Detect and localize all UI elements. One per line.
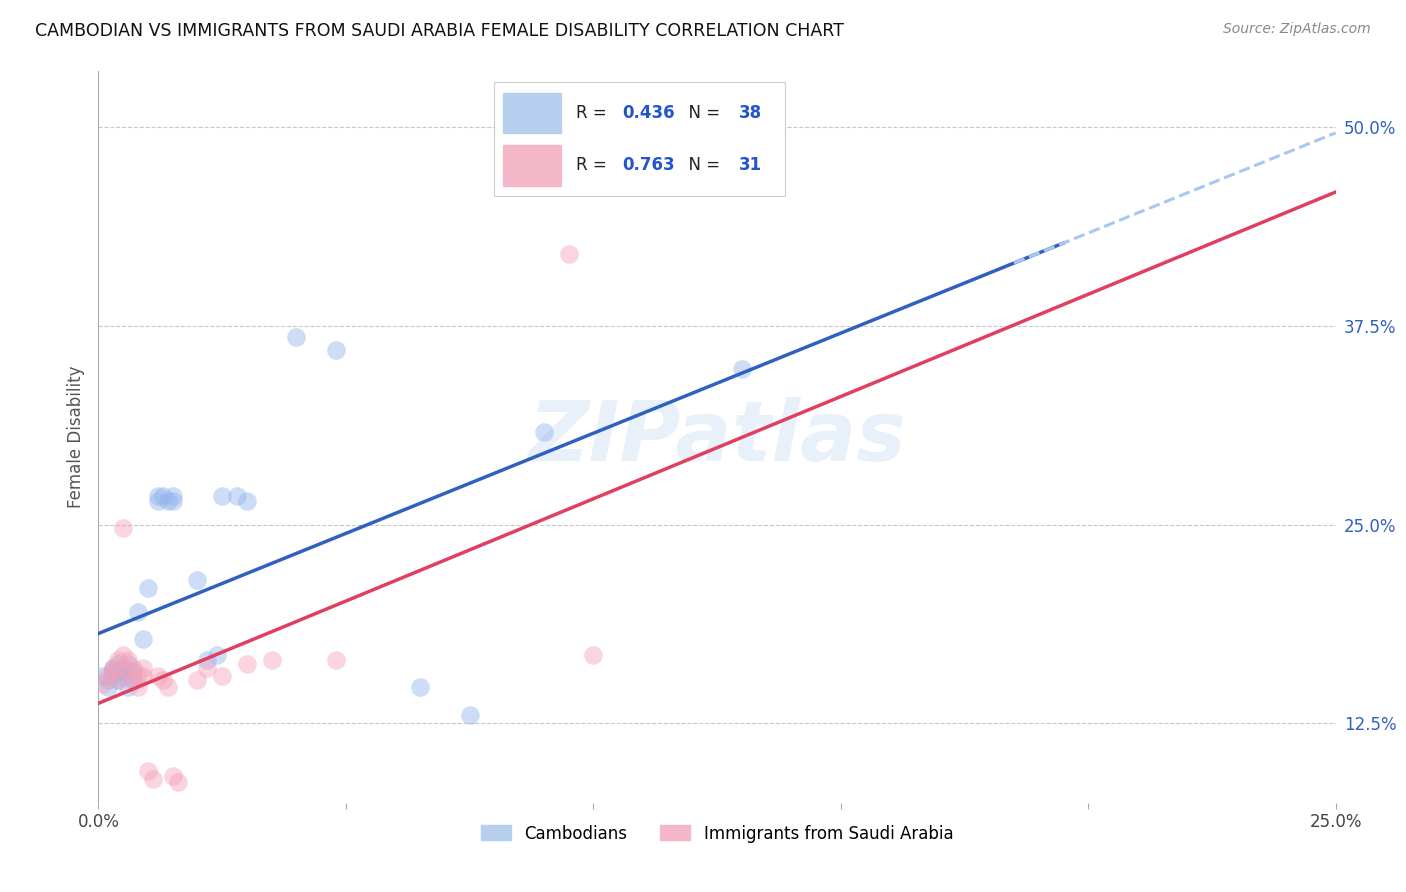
Point <box>117 653 139 667</box>
Point <box>112 664 135 678</box>
Text: Source: ZipAtlas.com: Source: ZipAtlas.com <box>1223 22 1371 37</box>
Point <box>557 247 579 261</box>
Point <box>156 493 179 508</box>
Point <box>162 769 184 783</box>
Point <box>146 493 169 508</box>
Point <box>122 660 145 674</box>
Point <box>97 680 120 694</box>
Text: ZIPatlas: ZIPatlas <box>529 397 905 477</box>
Point <box>122 664 145 678</box>
Point <box>146 489 169 503</box>
Point <box>112 668 135 682</box>
Point <box>112 648 135 662</box>
Point <box>107 664 129 678</box>
Point <box>93 668 115 682</box>
Point <box>162 489 184 503</box>
Point <box>97 673 120 688</box>
Point <box>195 660 218 674</box>
Point <box>211 668 233 682</box>
Point <box>103 668 125 682</box>
Point <box>103 664 125 678</box>
Y-axis label: Female Disability: Female Disability <box>66 366 84 508</box>
Point <box>127 680 149 694</box>
Point <box>533 425 555 440</box>
Point <box>107 673 129 688</box>
Point <box>132 632 155 646</box>
Point <box>127 605 149 619</box>
Point <box>186 673 208 688</box>
Point <box>122 673 145 688</box>
Point <box>731 361 754 376</box>
Point <box>103 660 125 674</box>
Point <box>166 775 188 789</box>
Point <box>117 657 139 672</box>
Point <box>97 668 120 682</box>
Point <box>458 708 481 723</box>
Point <box>146 668 169 682</box>
Point <box>186 573 208 587</box>
Point <box>132 660 155 674</box>
Point <box>112 660 135 674</box>
Point <box>205 648 228 662</box>
Point <box>582 648 605 662</box>
Point <box>122 673 145 688</box>
Point <box>107 673 129 688</box>
Point <box>107 657 129 672</box>
Point <box>93 676 115 690</box>
Point <box>103 664 125 678</box>
Point <box>132 668 155 682</box>
Point <box>409 680 432 694</box>
Point <box>226 489 249 503</box>
Point <box>127 668 149 682</box>
Point <box>260 653 283 667</box>
Point <box>136 764 159 778</box>
Text: CAMBODIAN VS IMMIGRANTS FROM SAUDI ARABIA FEMALE DISABILITY CORRELATION CHART: CAMBODIAN VS IMMIGRANTS FROM SAUDI ARABI… <box>35 22 844 40</box>
Point <box>117 680 139 694</box>
Legend: Cambodians, Immigrants from Saudi Arabia: Cambodians, Immigrants from Saudi Arabia <box>474 818 960 849</box>
Point <box>142 772 165 786</box>
Point <box>285 330 308 344</box>
Point <box>107 653 129 667</box>
Point <box>117 664 139 678</box>
Point <box>211 489 233 503</box>
Point <box>156 680 179 694</box>
Point <box>195 653 218 667</box>
Point <box>112 521 135 535</box>
Point <box>325 653 347 667</box>
Point <box>152 489 174 503</box>
Point <box>162 493 184 508</box>
Point <box>103 660 125 674</box>
Point <box>236 493 259 508</box>
Point <box>152 673 174 688</box>
Point <box>236 657 259 672</box>
Point <box>325 343 347 357</box>
Point <box>136 581 159 595</box>
